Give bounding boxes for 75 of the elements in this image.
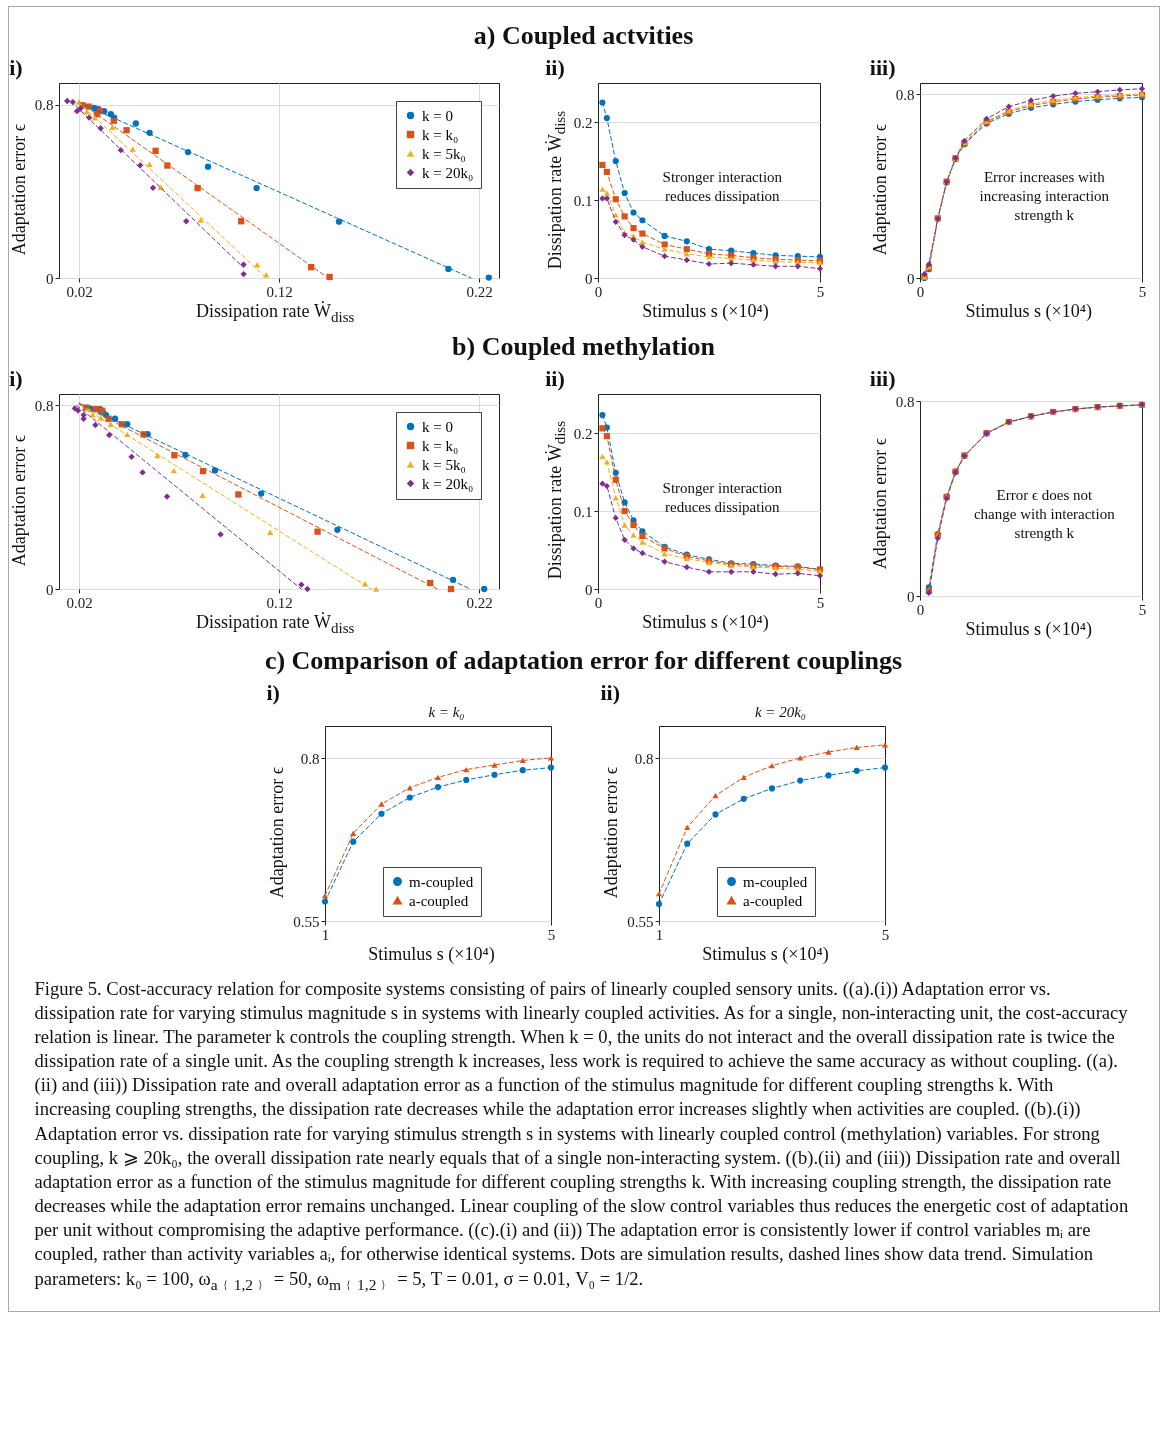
y-tick-label: 0.8 xyxy=(300,750,319,767)
x-tick-label: 0.22 xyxy=(466,594,493,611)
x-tick-label: 5 xyxy=(1138,283,1147,300)
y-tick-label: 0.8 xyxy=(634,750,653,767)
y-tick-label: 0.2 xyxy=(573,114,593,131)
text: b) Coupled methylation xyxy=(451,331,716,362)
chart-subtitle: k = k₀ xyxy=(427,703,466,722)
x-axis-title: Stimulus s (×10⁴) xyxy=(641,611,770,633)
x-tick-label: 0.22 xyxy=(466,283,493,300)
y-axis-title: Adaptation error ϵ xyxy=(600,766,622,899)
y-axis-title: Adaptation error ϵ xyxy=(9,124,31,256)
legend-label: k = 0 xyxy=(422,418,454,435)
x-axis-title: Stimulus s (×10⁴) xyxy=(367,943,496,965)
y-tick-label: 0 xyxy=(46,581,54,598)
x-tick-label: 0.12 xyxy=(266,594,293,611)
y-tick-label: 0.55 xyxy=(292,913,319,930)
text: c) Comparison of adaptation error for different couplings xyxy=(263,645,904,676)
chart-title: ii) xyxy=(545,365,566,391)
chart-subtitle: k = 20k₀ xyxy=(753,703,808,722)
legend-label: k = k₀ xyxy=(422,126,459,143)
chart-title: i) xyxy=(9,55,24,80)
legend-label: k = 0 xyxy=(422,107,454,124)
y-tick-label: 0 xyxy=(584,270,593,287)
annotation: Stronger interaction reduces dissipation xyxy=(662,168,783,204)
chart-title: iii) xyxy=(869,365,897,391)
text: a) Coupled actvities xyxy=(472,21,695,51)
annotation: Error ϵ does not change with interaction strength k xyxy=(973,486,1116,541)
y-axis-title: Adaptation error ϵ xyxy=(869,124,891,256)
y-tick-label: 0 xyxy=(46,270,54,287)
y-tick-label: 0.55 xyxy=(626,913,653,930)
chart-title: ii) xyxy=(600,679,622,705)
chart-title: i) xyxy=(266,679,281,705)
chart-title: i) xyxy=(9,365,24,391)
annotation: Stronger interaction reduces dissipation xyxy=(662,479,783,515)
x-tick-label: 1 xyxy=(655,926,663,943)
legend-label: m-coupled xyxy=(742,873,808,890)
x-tick-label: 5 xyxy=(1138,601,1147,618)
x-axis-title: Stimulus s (×10⁴) xyxy=(964,301,1093,322)
x-axis-title: Stimulus s (×10⁴) xyxy=(964,618,1093,640)
y-tick-label: 0 xyxy=(584,581,593,598)
legend-label: a-coupled xyxy=(742,892,803,909)
legend-label: k = 20k₀ xyxy=(422,164,474,181)
y-tick-label: 0.8 xyxy=(895,393,915,410)
x-axis-title: Stimulus s (×10⁴) xyxy=(701,943,830,965)
x-tick-label: 0.02 xyxy=(66,594,93,611)
chart-title: ii) xyxy=(545,55,566,80)
legend-label: m-coupled xyxy=(408,873,474,890)
x-axis-title: Dissipation rate Ẇ$_{diss}$ xyxy=(195,301,356,326)
y-tick-label: 0.8 xyxy=(34,97,54,114)
legend-label: k = 5k₀ xyxy=(422,456,466,473)
x-axis-title: Stimulus s (×10⁴) xyxy=(641,301,770,322)
y-tick-label: 0.1 xyxy=(573,503,593,520)
legend-label: k = 20k₀ xyxy=(422,475,474,492)
x-tick-label: 0.12 xyxy=(266,283,293,300)
x-axis-title: Dissipation rate Ẇ$_{diss}$ xyxy=(195,611,356,637)
x-tick-label: 5 xyxy=(547,926,555,943)
y-axis-title: Adaptation error ϵ xyxy=(266,766,288,899)
x-tick-label: 5 xyxy=(881,926,889,943)
legend-label: k = 5k₀ xyxy=(422,145,466,162)
y-axis-title: Adaptation error ϵ xyxy=(9,434,31,567)
annotation: Error increases with increasing interaction strength k xyxy=(979,168,1110,223)
y-tick-label: 0.1 xyxy=(573,192,593,209)
y-tick-label: 0.8 xyxy=(34,397,54,414)
y-axis-title: Adaptation error ϵ xyxy=(869,438,891,570)
x-tick-label: 5 xyxy=(816,594,825,611)
x-tick-label: 5 xyxy=(816,283,825,300)
text: Figure 5. Cost-accuracy relation for composite systems consisting of pairs of linearly coupled sensory units. ((a).(i)) Adaptation error vs. dissipation rate for varying stimulus magnitude s in systems with linearly coupled activities. As for a single, non-interacting unit, the cost-accuracy relation is linear. The parameter k controls the coupling strength. When k = 0, the units do not interact and the overall dissipation rate is twice the dissipation rate of a single unit. As the coupling strength k increases, less work is required to achieve the same accuracy as without coupling. ((a).(ii) and (iii)) Dissipation rate and overall adaptation error as a function of the stimulus magnitude for different coupling strengths k. With increasing coupling strengths, the dissipation rate decreases while the adaptation error increases slightly when activities are coupled. ((b).(i)) Adaptation error vs. dissipation rate for varying stimulus strength s in systems with linearly coupled control (methylation) variables. For strong coupling, k ⩾ 20k₀, the overall dissipation rate nearly equals that of a single non-interacting system. ((b).(ii) and (iii)) Dissipation rate and overall adaptation error as a function of the stimulus magnitude for different coupling strengths k. With increasing coupling strength, the dissipation rate decreases while the adaptation error remains unchanged. Linear coupling of the slow control variables thus reduces the energetic cost of adaptation per unit without compromising the adaptive performance. ((c).(i) and (ii)) The adaptation error is consistently lower if control variables mᵢ are coupled, rather than activity variables aᵢ, for otherwise identical systems. Dots are simulation results, dashed lines show data trend. Simulation parameters: k₀ = 100, ω$_{a﹛1,2﹜}$ = 50, ω$_{m﹛1,2﹜}$ = 5, T = 0.01, σ = 0.01, V₀ = 1/2. xyxy=(34,977,1129,1293)
legend-label: k = k₀ xyxy=(422,437,459,454)
y-tick-label: 0 xyxy=(906,270,915,287)
legend-label: a-coupled xyxy=(408,892,469,909)
x-tick-label: 1 xyxy=(321,926,329,943)
chart-title: iii) xyxy=(869,55,897,80)
y-tick-label: 0.2 xyxy=(573,425,593,442)
x-tick-label: 0.02 xyxy=(66,283,93,300)
y-tick-label: 0.8 xyxy=(895,86,915,103)
